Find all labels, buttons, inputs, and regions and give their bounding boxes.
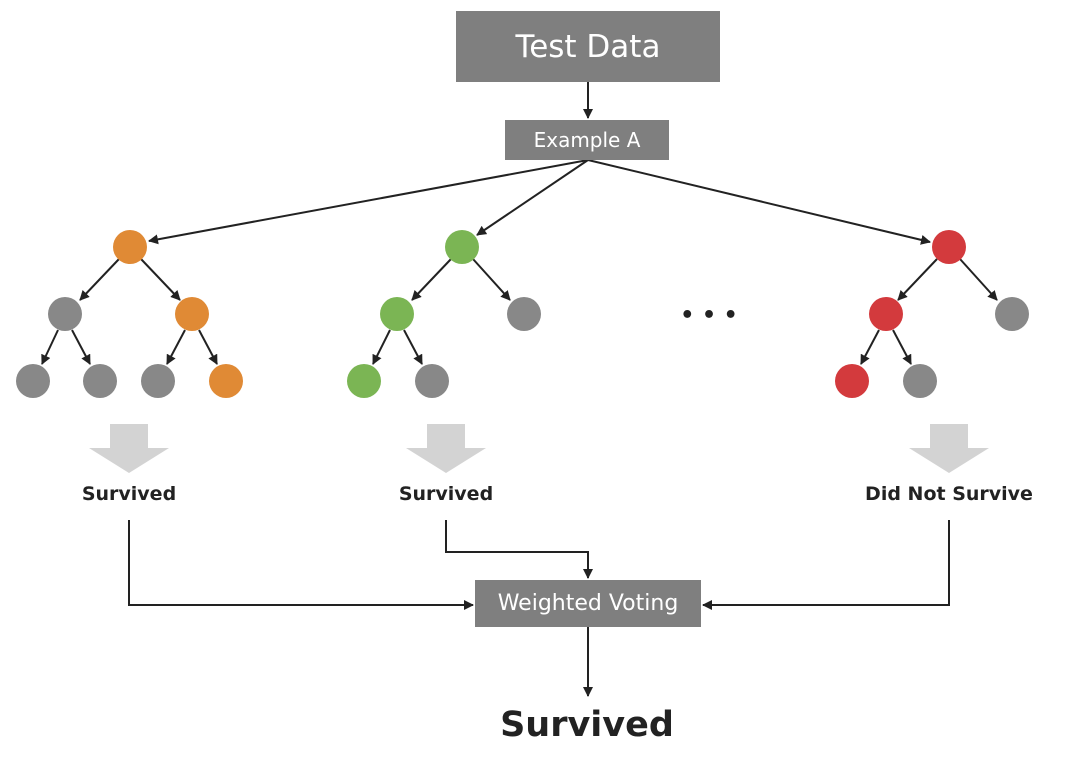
tree-1-leaf-node-selected [209, 364, 243, 398]
edge-example-to-tree-1 [148, 159, 589, 245]
tree-2-edges [372, 258, 511, 365]
block-down-arrow-icon [406, 424, 486, 473]
tree-1 [16, 230, 243, 398]
weighted-voting-box: Weighted Voting [475, 580, 701, 627]
tree-1-leaf-node [141, 364, 175, 398]
edge-example-to-tree-3 [587, 159, 931, 245]
tree-2-root-node [445, 230, 479, 264]
tree-1-leaf-node [16, 364, 50, 398]
edge-example-to-tree-2 [476, 159, 589, 236]
tree-1-node [48, 297, 82, 331]
tree-2-node [380, 297, 414, 331]
tree-3-edges [860, 258, 998, 365]
tree-1-node [175, 297, 209, 331]
tree-3-prediction: Did Not Survive [865, 483, 1033, 505]
tree-3-leaf-node-selected [835, 364, 869, 398]
tree-3-root-node [932, 230, 966, 264]
block-down-arrow-icon [89, 424, 169, 473]
tree-3-leaf-node [903, 364, 937, 398]
tree-2 [347, 230, 541, 398]
tree-1-leaf-node [83, 364, 117, 398]
edge-tree-2-to-voting [445, 520, 593, 579]
tree-3-node [995, 297, 1029, 331]
tree-2-leaf-node [415, 364, 449, 398]
tree-1-prediction: Survived [81, 483, 177, 505]
edge-tree-3-to-voting [702, 520, 950, 610]
more-trees-ellipsis: • • • [680, 303, 738, 328]
tree-3 [835, 230, 1029, 398]
tree-2-leaf-node-selected [347, 364, 381, 398]
tree-2-prediction: Survived [398, 483, 494, 505]
tree-1-edges [41, 258, 218, 365]
final-prediction: Survived [500, 705, 674, 745]
block-down-arrow-icon [909, 424, 989, 473]
tree-3-node [869, 297, 903, 331]
tree-1-root-node [113, 230, 147, 264]
edge-tree-1-to-voting [128, 520, 474, 610]
example-a-box: Example A [505, 120, 669, 160]
test-data-box: Test Data [456, 11, 720, 82]
tree-2-node [507, 297, 541, 331]
